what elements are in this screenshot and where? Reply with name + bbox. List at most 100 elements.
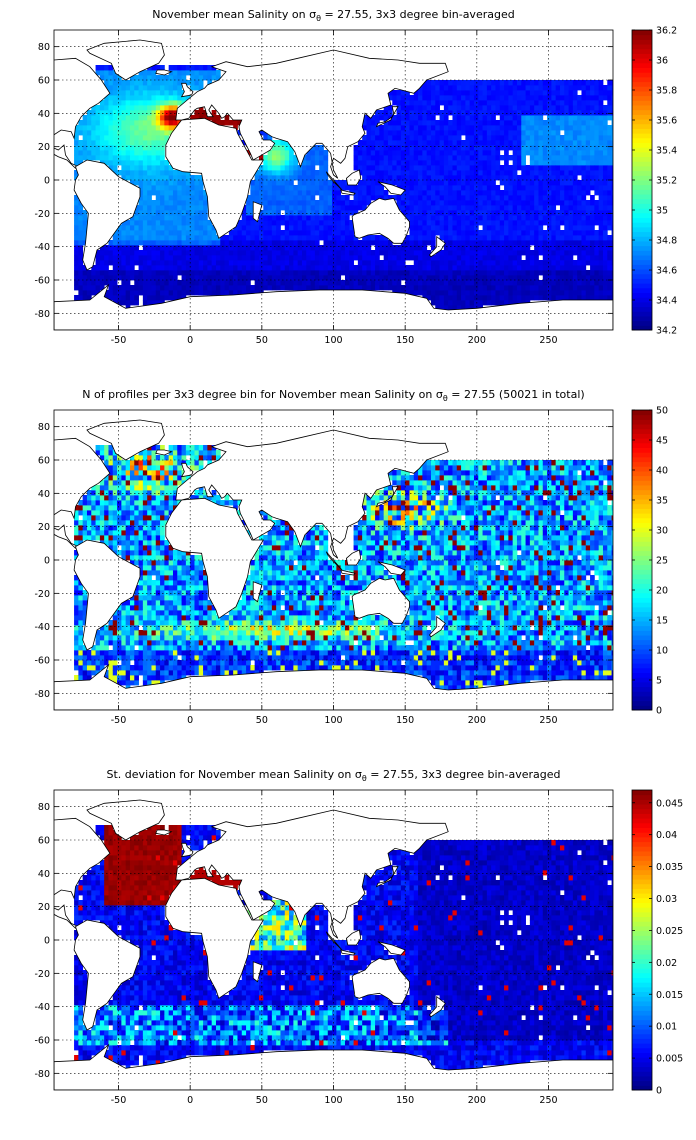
heatmap-cell (469, 260, 475, 266)
heatmap-cell (95, 260, 101, 266)
heatmap-cell (362, 235, 367, 241)
heatmap-cell (121, 680, 127, 686)
heatmap-cell (134, 620, 139, 626)
heatmap-cell (357, 270, 363, 276)
heatmap-cell (108, 70, 114, 76)
heatmap-cell (577, 230, 582, 236)
heatmap-cell (228, 260, 234, 266)
heatmap-cell (151, 630, 157, 636)
heatmap-cell (142, 580, 148, 586)
heatmap-cell (151, 260, 157, 266)
heatmap-cell (138, 670, 144, 676)
heatmap-cell (590, 100, 595, 106)
heatmap-cell (138, 230, 144, 236)
heatmap-cell (258, 265, 264, 271)
heatmap-cell (134, 150, 139, 156)
heatmap-cell (400, 265, 406, 271)
land-polygon (252, 201, 263, 223)
heatmap-cell (499, 270, 505, 276)
heatmap-cell (529, 140, 535, 146)
heatmap-cell (452, 245, 458, 251)
heatmap-cell (220, 280, 225, 286)
heatmap-cell (400, 180, 406, 186)
heatmap-cell (155, 260, 161, 266)
heatmap-cell (400, 170, 406, 176)
heatmap-cell (258, 210, 264, 216)
heatmap-cell (482, 110, 488, 116)
heatmap-cell (280, 215, 286, 221)
heatmap-cell (611, 115, 613, 121)
heatmap-cell (168, 120, 174, 126)
heatmap-cell (147, 630, 152, 636)
heatmap-cell (559, 185, 565, 191)
heatmap-cell (125, 535, 131, 541)
heatmap-cell (512, 235, 518, 241)
heatmap-cell (168, 95, 174, 101)
heatmap-cell (611, 235, 613, 241)
heatmap-cell (439, 290, 445, 296)
heatmap-cell (405, 115, 410, 121)
heatmap-cell (177, 185, 182, 191)
heatmap-cell (108, 270, 114, 276)
heatmap-cell (108, 500, 114, 506)
heatmap-cell (134, 175, 139, 181)
heatmap-cell (478, 120, 483, 126)
heatmap-cell (413, 285, 419, 291)
heatmap-cell (177, 75, 182, 81)
heatmap-cell (538, 165, 544, 171)
heatmap-cell (117, 130, 122, 136)
heatmap-cell (164, 115, 170, 121)
heatmap-cell (478, 95, 483, 101)
heatmap-cell (572, 170, 578, 176)
heatmap-cell (258, 130, 264, 136)
heatmap-cell (607, 175, 612, 181)
heatmap-cell (413, 240, 419, 246)
heatmap-cell (598, 170, 604, 176)
heatmap-cell (129, 545, 135, 551)
heatmap-cell (529, 130, 535, 136)
heatmap-cell (461, 110, 466, 116)
heatmap-cell (198, 270, 204, 276)
heatmap-cell (112, 115, 118, 121)
heatmap-cell (594, 265, 600, 271)
heatmap-cell (228, 245, 234, 251)
heatmap-cell (405, 265, 410, 271)
heatmap-cell (241, 210, 247, 216)
heatmap-cell (448, 265, 453, 271)
heatmap-cell (104, 540, 109, 546)
heatmap-cell (504, 295, 509, 301)
heatmap-cell (512, 205, 518, 211)
heatmap-cell (78, 155, 84, 161)
heatmap-cell (276, 240, 281, 246)
heatmap-cell (465, 150, 471, 156)
heatmap-cell (301, 165, 307, 171)
heatmap-cell (491, 150, 496, 156)
heatmap-cell (590, 180, 595, 186)
heatmap-cell (387, 125, 393, 131)
heatmap-cell (508, 170, 514, 176)
heatmap-cell (203, 200, 208, 206)
heatmap-cell (314, 150, 320, 156)
heatmap-cell (430, 115, 436, 121)
heatmap-cell (121, 90, 127, 96)
heatmap-cell (499, 170, 505, 176)
heatmap-cell (387, 145, 393, 151)
heatmap-cell (435, 145, 440, 151)
heatmap-cell (486, 165, 492, 171)
heatmap-cell (263, 155, 268, 161)
heatmap-cell (430, 110, 436, 116)
heatmap-cell (138, 80, 144, 86)
heatmap-cell (164, 210, 170, 216)
heatmap-cell (504, 220, 509, 226)
heatmap-cell (142, 505, 148, 511)
colorbar-tick-label: 35.8 (656, 86, 677, 97)
heatmap-cell (547, 235, 552, 241)
heatmap-cell (547, 100, 552, 106)
heatmap-cell (276, 270, 281, 276)
heatmap-cell (495, 140, 501, 146)
heatmap-cell (525, 250, 531, 256)
heatmap-cell (160, 220, 165, 226)
heatmap-cell (379, 155, 385, 161)
heatmap-cell (185, 280, 191, 286)
heatmap-cell (207, 65, 213, 71)
